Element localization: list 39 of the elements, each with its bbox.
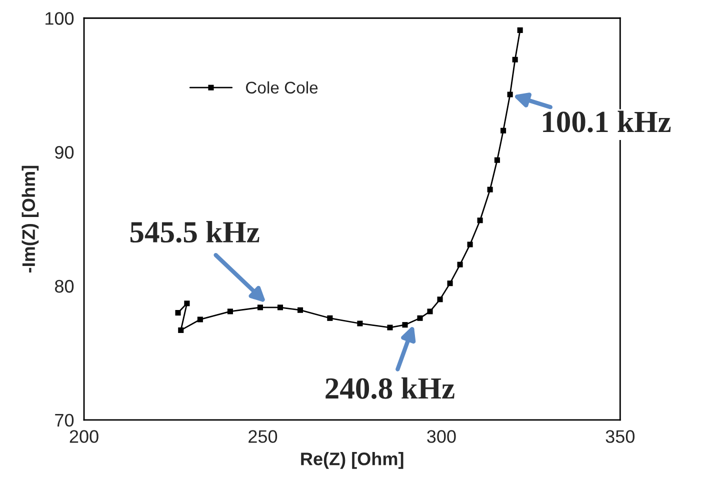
point [357, 320, 363, 326]
point [387, 324, 393, 330]
annotation: 545.5 kHz [130, 221, 260, 243]
point [507, 92, 513, 98]
point [512, 56, 518, 62]
annotation: 100.1 kHz [543, 110, 671, 132]
x-tick-label: 300 [427, 430, 456, 443]
y-tick-label: 80 [54, 280, 74, 293]
point [417, 315, 423, 321]
point [297, 307, 304, 313]
point [477, 218, 483, 224]
point [184, 300, 190, 306]
point [517, 27, 523, 33]
point [257, 304, 264, 310]
y-tick-label: 100 [46, 12, 74, 25]
x-tick-label: 250 [248, 430, 278, 443]
point [277, 304, 284, 310]
point [402, 322, 408, 328]
point [494, 157, 500, 163]
y-axis-title: -Im(Z) [Ohm] [22, 166, 39, 272]
point [487, 186, 493, 192]
x-axis-title: Re(Z) [Ohm] [301, 452, 404, 469]
point [467, 242, 473, 248]
point [197, 316, 203, 322]
point [457, 262, 463, 268]
point [227, 308, 233, 314]
y-tick-label: 90 [55, 146, 74, 159]
x-tick-label: 350 [606, 430, 635, 443]
point [427, 308, 433, 314]
point [178, 327, 184, 333]
x-tick-label: 200 [70, 430, 98, 443]
point [327, 315, 333, 321]
legend-label: Cole Cole [246, 81, 318, 94]
point [500, 128, 506, 134]
y-tick-label: 70 [55, 414, 74, 427]
annotation: 240.8 kHz [326, 377, 454, 399]
point [437, 296, 443, 302]
point [175, 310, 181, 316]
point [447, 280, 453, 286]
